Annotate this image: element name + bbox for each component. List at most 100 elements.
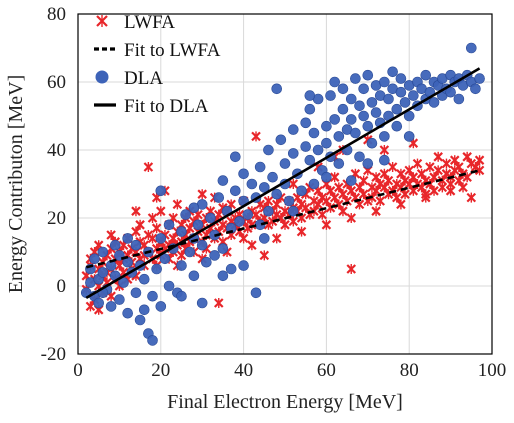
lwfa-point — [263, 196, 274, 206]
dla-point — [345, 114, 357, 125]
lwfa-point — [238, 233, 249, 244]
dla-point — [350, 73, 361, 84]
lwfa-point — [135, 219, 145, 230]
legend-circle-mark — [95, 70, 109, 84]
dla-point — [184, 246, 196, 258]
lwfa-point — [396, 199, 406, 210]
y-tick-label: -20 — [41, 344, 66, 365]
lwfa-point — [346, 213, 357, 223]
lwfa-point — [271, 233, 282, 244]
dla-point — [283, 195, 295, 207]
dla-point — [242, 209, 254, 220]
lwfa-point — [371, 206, 381, 217]
dla-point — [188, 202, 200, 214]
lwfa-point — [151, 223, 162, 234]
dla-point — [271, 83, 283, 95]
dla-point — [470, 83, 481, 95]
lwfa-point — [106, 230, 116, 240]
lwfa-point — [425, 162, 435, 172]
dla-point — [403, 131, 415, 142]
dla-point — [337, 103, 349, 115]
dla-point — [325, 90, 336, 101]
dla-point — [395, 73, 407, 84]
legend-marker-dla — [95, 70, 109, 84]
dla-point — [134, 314, 146, 326]
dla-point — [362, 69, 374, 81]
dla-point — [321, 171, 332, 183]
dla-point — [163, 280, 175, 292]
dla-point — [408, 90, 419, 101]
dla-point — [474, 73, 485, 84]
lwfa-point — [387, 162, 398, 172]
lwfa-point — [429, 185, 439, 196]
dla-point — [321, 137, 332, 149]
dla-point — [279, 158, 291, 169]
lwfa-point — [445, 185, 456, 196]
dla-point — [395, 86, 407, 98]
dla-point — [387, 66, 398, 78]
legend-label-lwfa: LWFA — [124, 12, 175, 33]
lwfa-point — [433, 151, 443, 162]
dla-point — [362, 158, 374, 169]
dla-point — [151, 263, 162, 275]
dla-point — [155, 233, 167, 244]
dla-point — [225, 263, 237, 275]
dla-point — [93, 297, 104, 309]
dla-point — [391, 103, 403, 115]
dla-point — [192, 219, 204, 231]
lwfa-point — [317, 209, 328, 220]
lwfa-point — [213, 298, 224, 308]
legend-x-mark — [96, 15, 108, 27]
dla-point — [445, 86, 456, 98]
dla-point — [225, 222, 237, 234]
dla-point — [238, 168, 249, 180]
dla-point — [465, 42, 477, 54]
dla-point — [379, 154, 390, 166]
dla-point — [258, 233, 270, 244]
lwfa-point — [251, 131, 261, 142]
dla-point — [370, 107, 382, 118]
dla-point — [354, 100, 365, 112]
tick-labels: 0 20 40 60 80 100 -20 0 20 40 60 80 — [41, 4, 507, 381]
x-tick-label: 0 — [73, 360, 83, 381]
dla-point — [138, 304, 150, 316]
legend-marker-lwfa — [96, 15, 108, 27]
dla-point — [383, 93, 394, 105]
lwfa-point — [288, 179, 299, 189]
lwfa-point — [358, 175, 369, 186]
lwfa-point — [375, 196, 385, 206]
dla-point — [163, 219, 175, 231]
dla-point — [300, 141, 312, 152]
dla-point — [271, 188, 283, 200]
dla-point — [217, 243, 229, 254]
dla-point — [358, 110, 369, 122]
dla-point — [250, 287, 262, 299]
dla-point — [366, 97, 378, 108]
lwfa-point — [400, 189, 410, 200]
dla-point — [391, 120, 403, 132]
dla-point — [304, 154, 316, 166]
dla-point — [258, 182, 270, 193]
dla-point — [337, 83, 349, 95]
dla-point — [147, 290, 158, 302]
dla-point — [130, 239, 142, 251]
dla-point — [176, 260, 187, 271]
y-tick-label: 40 — [47, 140, 66, 161]
lwfa-point — [131, 206, 141, 217]
lwfa-point — [172, 199, 183, 210]
x-tick-label: 60 — [317, 360, 336, 381]
x-tick-label: 80 — [400, 360, 419, 381]
dla-point — [308, 127, 320, 139]
lwfa-point — [247, 219, 257, 230]
dla-point — [205, 212, 216, 224]
dla-point — [267, 171, 278, 183]
dla-point — [105, 301, 117, 312]
dla-point — [217, 270, 229, 282]
lwfa-point — [338, 206, 348, 217]
dla-point — [287, 148, 299, 159]
dla-point — [196, 297, 208, 309]
lwfa-point — [296, 226, 307, 237]
lwfa-point — [288, 216, 299, 227]
dla-point — [97, 267, 109, 278]
dla-points — [80, 42, 485, 346]
